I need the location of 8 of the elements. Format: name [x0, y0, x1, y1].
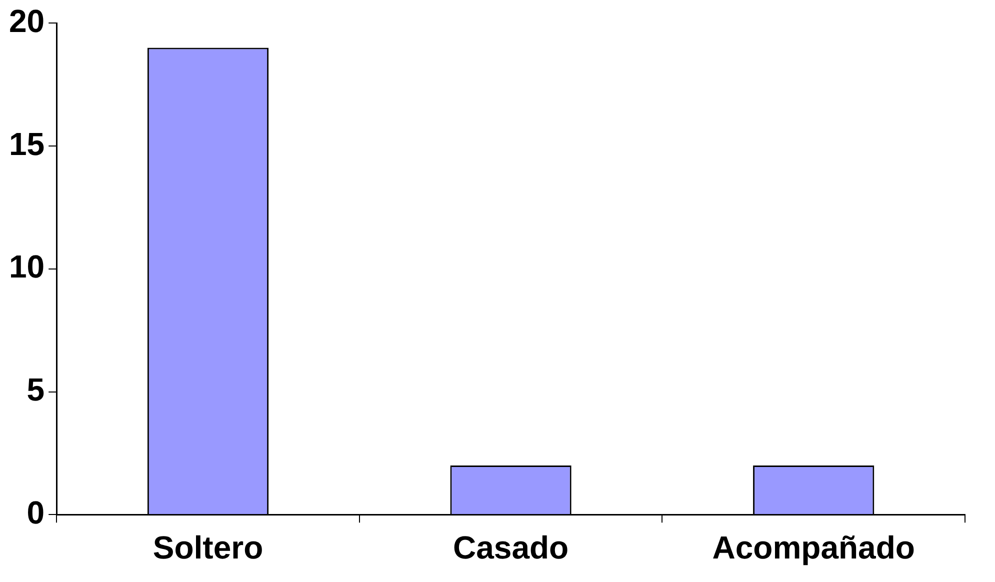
y-tick-label: 20 — [9, 3, 45, 40]
y-tick-label: 15 — [9, 126, 45, 162]
x-tick-label: Soltero — [152, 530, 264, 566]
y-tick-label: 5 — [26, 372, 45, 408]
x-tick-label: Acompañado — [712, 530, 915, 566]
y-tick-label: 10 — [9, 248, 45, 285]
y-tick-label: 0 — [26, 494, 45, 530]
x-tick-label: Casado — [453, 530, 569, 566]
